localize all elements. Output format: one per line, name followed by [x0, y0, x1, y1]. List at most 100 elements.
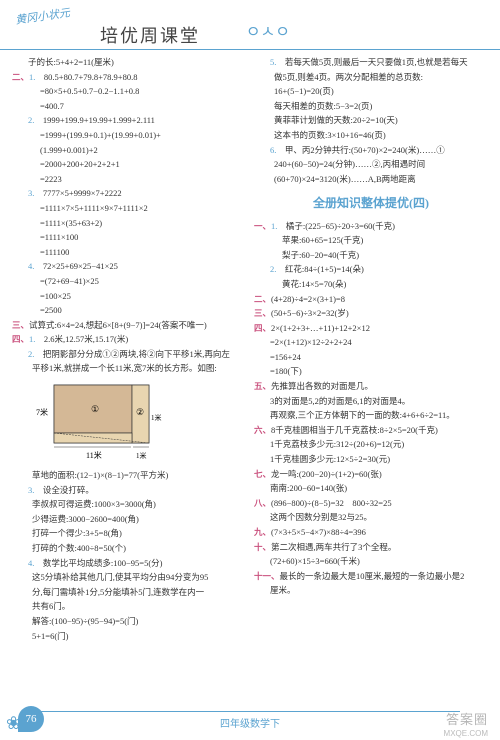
footer-text: 四年级数学下	[40, 711, 460, 730]
text-line: =2×(1+12)×12÷2+2+24	[254, 336, 488, 350]
text-line: 72×25+69×25−41×25	[43, 261, 118, 271]
text-line: 苹果:60+65=125(千克)	[254, 234, 488, 248]
text-line: 16+(5−1)=20(页)	[254, 85, 488, 99]
section-label: 十、	[254, 542, 271, 552]
text-line: =1999+(199.9+0.1)+(19.99+0.01)+	[12, 129, 246, 143]
section-label: 九、	[254, 527, 271, 537]
section-label: 三、	[254, 308, 271, 318]
text-line: 若每天做5页,则最后一天只要做1页,也就是若每天	[285, 57, 468, 67]
text-line: 80.5+80.7+79.8+78.9+80.8	[44, 72, 138, 82]
text-line: =111100	[12, 246, 246, 260]
text-line: 打碎一个得少:3+5=8(角)	[12, 527, 246, 541]
svg-text:1米: 1米	[151, 413, 162, 422]
text-line: =400.7	[12, 100, 246, 114]
item-num: 3.	[28, 188, 34, 198]
page-header: 黄冈小状元 培优周课堂 ㅇㅅㅇ	[0, 0, 500, 50]
item-num: 1.	[29, 334, 35, 344]
text-line: =80×5+0.5+0.7−0.2−1.1+0.8	[12, 85, 246, 99]
svg-text:11米: 11米	[86, 450, 102, 460]
text-line: 少得运费:3000−2600=400(角)	[12, 513, 246, 527]
item-num: 4.	[28, 558, 34, 568]
section-label: 二、	[254, 294, 271, 304]
text-line: 这5分填补给其他几门,使其平均分由94分变为95	[12, 571, 246, 585]
text-line: =2500	[12, 304, 246, 318]
geometry-diagram: 7米 ① ② 1米 11米 1米	[36, 380, 166, 465]
text-line: (1.999+0.001)+2	[12, 144, 246, 158]
text-line: 分,每门需填补1分,5分能填补5门,连数学在内一	[12, 586, 246, 600]
right-column: 5. 若每天做5页,则最后一天只要做1页,也就是若每天 做5页,则差4页。两次分…	[254, 56, 488, 644]
text-line: 这本书的页数:3×10+16=46(页)	[254, 129, 488, 143]
text-line: 1999+199.9+19.99+1.999+2.111	[43, 115, 155, 125]
page-title: 培优周课堂	[100, 22, 200, 48]
text-line: =(72+69−41)×25	[12, 275, 246, 289]
section-label: 十一、	[254, 571, 280, 581]
section-label: 七、	[254, 469, 271, 479]
text-line: =100×25	[12, 290, 246, 304]
left-column: 子的长:5+4+2=11(厘米) 二、1. 80.5+80.7+79.8+78.…	[12, 56, 246, 644]
text-line: =1111×7×5+1111×9×7+1111×2	[12, 202, 246, 216]
text-line: 7777×5+9999×7+2222	[43, 188, 122, 198]
item-num: 1.	[271, 221, 277, 231]
text-line: 试算式:6×4=24,想起6×[8+(9−7)]=24(答案不唯一)	[29, 320, 207, 330]
text-line: (60+70)×24=3120(米)……A,B两地距离	[254, 173, 488, 187]
text-line: 厘米。	[254, 584, 488, 598]
section-label: 八、	[254, 498, 271, 508]
text-line: 1千克桂圆多少元:12×5÷2=30(元)	[254, 453, 488, 467]
item-num: 1.	[29, 72, 35, 82]
svg-text:1米: 1米	[136, 451, 147, 460]
svg-text:7米: 7米	[36, 407, 48, 417]
item-num: 2.	[28, 115, 34, 125]
text-line: 龙一鸣:(200−20)÷(1+2)=60(张)	[271, 469, 382, 479]
text-line: 把阴影部分分成①②两块,将②向下平移1米,再向左	[43, 349, 230, 359]
text-line: 5+1=6(门)	[12, 630, 246, 644]
item-num: 4.	[28, 261, 34, 271]
text-line: (896−800)÷(8−5)=32 800÷32=25	[271, 498, 392, 508]
text-line: 8千克桂圆相当于几千克荔枝:8÷2×5=20(千克)	[271, 425, 438, 435]
text-line: 梨子:60−20=40(千克)	[254, 249, 488, 263]
text-line: 甲、丙2分钟共行:(50+70)×2=240(米)……①	[285, 145, 445, 155]
text-line: 李叔叔可得运费:1000×3=3000(角)	[12, 498, 246, 512]
item-num: 6.	[270, 145, 276, 155]
text-line: (4+28)÷4=2×(3+1)=8	[271, 294, 345, 304]
text-line: 解答:(100−95)÷(95−94)=5(门)	[12, 615, 246, 629]
text-line: 橘子:(225−65)÷20÷3=60(千克)	[286, 221, 395, 231]
section-label: 一、	[254, 221, 271, 231]
text-line: 这两个因数分别是32与25。	[254, 511, 488, 525]
text-line: 打碎的个数:400÷8=50(个)	[12, 542, 246, 556]
text-line: 做5页,则差4页。两次分配相差的总页数:	[254, 71, 488, 85]
text-line: (72+60)×15÷3=660(千米)	[254, 555, 488, 569]
content-area: 子的长:5+4+2=11(厘米) 二、1. 80.5+80.7+79.8+78.…	[0, 50, 500, 650]
text-line: 南南:200−60=140(张)	[254, 482, 488, 496]
text-line: =2223	[12, 173, 246, 187]
text-line: 平移1米,就拼成一个长11米,宽7米的长方形。如图:	[12, 362, 246, 376]
item-num: 2.	[270, 264, 276, 274]
text-line: 草地的面积:(12−1)×(8−1)=77(平方米)	[12, 469, 246, 483]
text-line: 共有6门。	[12, 600, 246, 614]
brand-text: 黄冈小状元	[14, 4, 71, 27]
text-line: 先推算出各数的对面是几。	[271, 381, 373, 391]
text-line: (50+5−6)÷3×2=32(岁)	[271, 308, 349, 318]
section-label: 六、	[254, 425, 271, 435]
text-line: 再观察,三个正方体朝下的一面的数:4+6+6÷2=11。	[254, 409, 488, 423]
text-line: 240+(60−50)=24(分钟)……②,丙相遇时间	[254, 158, 488, 172]
item-num: 2.	[28, 349, 34, 359]
text-line: =156+24	[254, 351, 488, 365]
text-line: 每天相差的页数:5−3=2(页)	[254, 100, 488, 114]
item-num: 5.	[270, 57, 276, 67]
text-line: 黄花:14×5=70(朵)	[254, 278, 488, 292]
text-line: 3的对面是5,2的对面是6,1的对面是4。	[254, 395, 488, 409]
section-label: 三、	[12, 320, 29, 330]
section-label: 四、	[254, 323, 271, 333]
header-brand: 黄冈小状元	[15, 8, 95, 33]
svg-text:②: ②	[136, 407, 144, 417]
text-line: 黄菲菲计划做的天数:20÷2=10(天)	[254, 114, 488, 128]
text-line: =1111×(35+63+2)	[12, 217, 246, 231]
section-label: 四、	[12, 334, 29, 344]
text-line: 2×(1+2+3+…+11)+12+2×12	[271, 323, 370, 333]
watermark-url: MXQE.COM	[444, 729, 488, 738]
text-line: 红花:84÷(1+5)=14(朵)	[285, 264, 364, 274]
text-line: 最长的一条边最大是10厘米,最短的一条边最小是2	[280, 571, 465, 581]
svg-text:①: ①	[91, 404, 99, 414]
text-line: 1千克荔枝多少元:312÷(20+6)=12(元)	[254, 438, 488, 452]
text-line: 数学比平均成绩多:100−95=5(分)	[43, 558, 163, 568]
